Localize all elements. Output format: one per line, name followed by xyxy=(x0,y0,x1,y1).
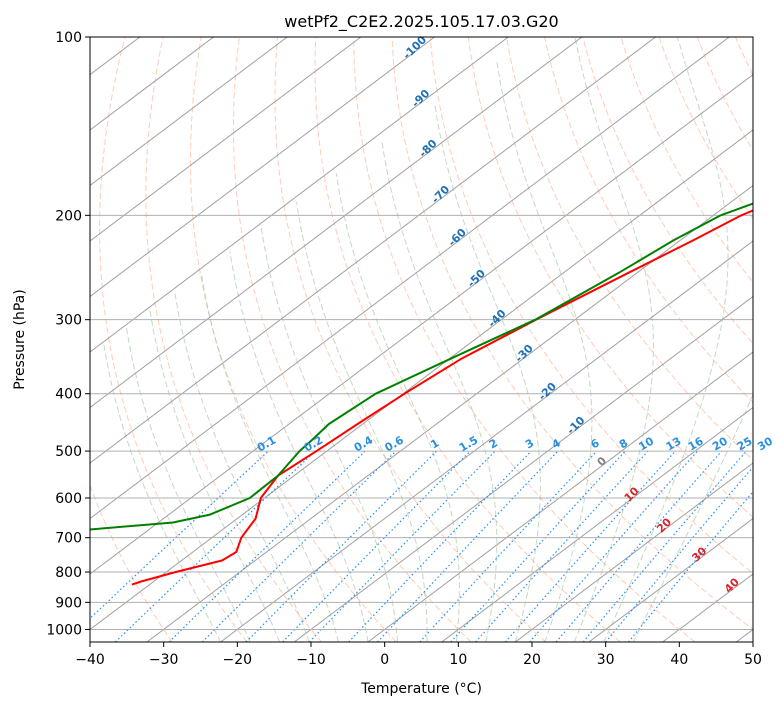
dry-adiabat-line xyxy=(190,37,397,642)
mixing-ratio-line xyxy=(450,450,626,642)
dry-adiabat-line xyxy=(658,37,753,220)
mixing-ratio-line xyxy=(505,450,676,642)
x-tick-label: 20 xyxy=(523,652,541,668)
moist-adiabat-line xyxy=(200,272,339,642)
x-tick-label: −30 xyxy=(149,652,179,668)
y-tick-label: 300 xyxy=(55,313,82,329)
isotherm-line xyxy=(90,37,288,187)
mixing-ratio-line xyxy=(201,450,397,642)
y-tick-label: 800 xyxy=(55,565,82,581)
y-tick-label: 900 xyxy=(55,595,82,611)
y-tick-label: 100 xyxy=(55,30,82,46)
moist-adiabat-line xyxy=(603,37,729,642)
mixing-ratio-line xyxy=(628,490,753,642)
isotherm-line xyxy=(90,37,509,353)
moist-adiabat-line xyxy=(632,393,753,642)
dry-adiabat-line xyxy=(314,37,621,642)
sounding-line xyxy=(131,209,753,586)
moist-adiabat-line xyxy=(229,251,369,642)
dry-adiabat-line xyxy=(99,37,248,642)
isotherm-line xyxy=(90,37,656,464)
x-tick-label: −10 xyxy=(296,652,326,668)
mixing-ratio-line xyxy=(377,450,559,642)
isotherm-line xyxy=(294,295,753,642)
y-tick-label: 400 xyxy=(55,387,82,403)
isotherm-line xyxy=(441,406,753,642)
x-tick-label: −20 xyxy=(223,652,253,668)
x-tick-label: 10 xyxy=(449,652,467,668)
mixing-ratio-line xyxy=(308,450,496,642)
mixing-ratio-line xyxy=(282,450,471,642)
dry-adiabat-line xyxy=(145,37,322,642)
sounding-profiles xyxy=(90,202,753,586)
x-tick-label: 30 xyxy=(597,652,615,668)
y-tick-label: 200 xyxy=(55,208,82,224)
dry-adiabat-line xyxy=(429,37,753,575)
moist-adiabat-line xyxy=(335,173,460,642)
isotherm-line xyxy=(90,37,362,242)
moist-adiabat-line xyxy=(296,202,428,642)
sounding-line xyxy=(90,202,753,531)
dry-adiabat-line xyxy=(506,37,753,461)
isotherm-line xyxy=(90,73,753,575)
isotherm-line xyxy=(90,129,753,631)
chart-title: wetPf2_C2E2.2025.105.17.03.G20 xyxy=(284,12,558,32)
isotherm-line xyxy=(146,184,753,642)
x-tick-label: 40 xyxy=(670,652,688,668)
isotherm-line xyxy=(515,462,753,642)
dry-adiabat-line xyxy=(620,37,753,284)
x-axis-label: Temperature (°C) xyxy=(360,681,482,697)
y-tick-label: 1000 xyxy=(46,622,82,638)
isotherm-line xyxy=(90,37,435,298)
moist-adiabat-line xyxy=(573,37,654,642)
mixing-ratio-line xyxy=(529,450,698,642)
isotherm-line xyxy=(90,37,730,520)
x-tick-label: −40 xyxy=(75,652,105,668)
mixing-ratio-line xyxy=(348,450,532,642)
x-tick-label: 0 xyxy=(380,652,389,668)
isotherm-line xyxy=(90,37,583,409)
moist-adiabat-line xyxy=(496,61,593,642)
isotherm-line xyxy=(220,240,753,642)
isotherm-line xyxy=(367,351,753,642)
moist-adiabat-line xyxy=(103,344,222,642)
dry-adiabat-line xyxy=(391,37,753,631)
y-tick-label: 500 xyxy=(55,444,82,460)
dry-adiabat-line xyxy=(90,483,173,642)
y-tick-label: 700 xyxy=(55,531,82,547)
dry-adiabat-line xyxy=(467,37,753,518)
mixing-ratio-line xyxy=(605,466,753,642)
dry-adiabat-line xyxy=(274,37,546,642)
y-axis-ticks: 100 200 300 400 500 600 700 800 900 1000 xyxy=(46,30,90,638)
mixing-ratio-line xyxy=(475,450,649,642)
background-lines xyxy=(90,37,753,642)
x-axis-ticks: −40 −30 −20 −10 0 10 20 30 40 50 xyxy=(75,642,762,668)
y-tick-label: 600 xyxy=(55,491,82,507)
plot-frame xyxy=(89,36,754,643)
dry-adiabat-line xyxy=(353,37,696,642)
isotherm-line xyxy=(588,517,753,642)
moist-adiabat-line xyxy=(434,104,541,642)
mixing-ratio-line xyxy=(245,450,438,642)
moist-adiabat-line xyxy=(260,227,398,642)
x-tick-label: 50 xyxy=(744,652,762,668)
mixing-ratio-line xyxy=(419,450,598,642)
y-axis-label: Pressure (hPa) xyxy=(12,289,28,389)
mixing-ratio-line xyxy=(114,450,316,642)
dry-adiabat-line xyxy=(544,37,753,404)
